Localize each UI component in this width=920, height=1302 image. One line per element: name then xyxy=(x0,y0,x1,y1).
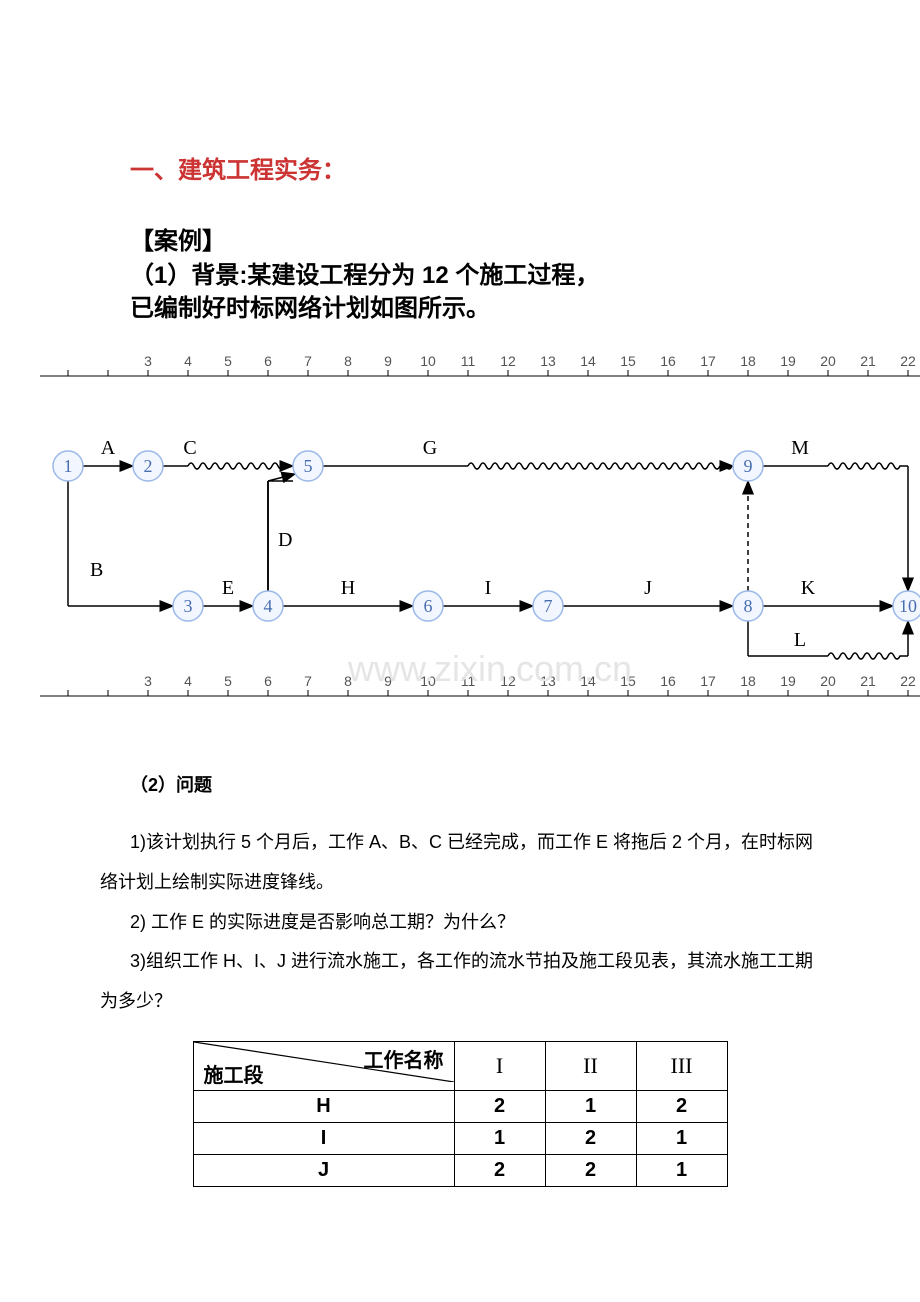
svg-text:G: G xyxy=(423,437,437,459)
svg-text:15: 15 xyxy=(620,353,636,369)
svg-text:L: L xyxy=(794,629,806,651)
table-row: J 2 2 1 xyxy=(193,1155,727,1187)
svg-text:21: 21 xyxy=(860,353,876,369)
svg-text:7: 7 xyxy=(304,673,312,689)
svg-text:K: K xyxy=(801,577,816,599)
flow-table: 施工段 工作名称 I II III H 2 1 2 I 1 2 1 J 2 2 … xyxy=(193,1041,728,1187)
cell: 2 xyxy=(454,1155,545,1187)
table-header-diag: 施工段 工作名称 xyxy=(193,1042,454,1091)
svg-text:3: 3 xyxy=(184,596,193,616)
svg-text:20: 20 xyxy=(820,673,836,689)
svg-text:18: 18 xyxy=(740,673,756,689)
row-name: J xyxy=(193,1155,454,1187)
svg-text:B: B xyxy=(90,559,103,581)
svg-text:M: M xyxy=(791,437,809,459)
svg-text:1: 1 xyxy=(64,456,73,476)
section-title: 一、建筑工程实务： xyxy=(130,150,880,185)
cell: 2 xyxy=(545,1155,636,1187)
svg-text:22: 22 xyxy=(900,673,916,689)
svg-text:9: 9 xyxy=(744,456,753,476)
svg-text:2: 2 xyxy=(144,456,153,476)
svg-text:21: 21 xyxy=(860,673,876,689)
row-name: I xyxy=(193,1123,454,1155)
svg-text:3: 3 xyxy=(144,353,152,369)
svg-text:17: 17 xyxy=(700,673,716,689)
svg-text:3: 3 xyxy=(144,673,152,689)
svg-text:6: 6 xyxy=(264,673,272,689)
questions-block: （2）问题 1)该计划执行 5 个月后，工作 A、B、C 已经完成，而工作 E … xyxy=(100,766,820,1022)
svg-text:5: 5 xyxy=(304,456,313,476)
svg-text:16: 16 xyxy=(660,353,676,369)
cell: 2 xyxy=(454,1091,545,1123)
svg-text:J: J xyxy=(644,577,652,599)
svg-text:4: 4 xyxy=(184,673,192,689)
table-row: H 2 1 2 xyxy=(193,1091,727,1123)
svg-text:13: 13 xyxy=(540,353,556,369)
table-col-3: III xyxy=(636,1042,727,1091)
svg-text:H: H xyxy=(341,577,355,599)
svg-text:8: 8 xyxy=(344,353,352,369)
cell: 2 xyxy=(545,1123,636,1155)
cell: 2 xyxy=(636,1091,727,1123)
table-row: I 1 2 1 xyxy=(193,1123,727,1155)
svg-text:17: 17 xyxy=(700,353,716,369)
background-line-2: 已编制好时标网络计划如图所示。 xyxy=(130,292,880,326)
svg-text:12: 12 xyxy=(500,353,516,369)
cell: 1 xyxy=(454,1123,545,1155)
svg-text:8: 8 xyxy=(744,596,753,616)
svg-text:18: 18 xyxy=(740,353,756,369)
table-header-right: 工作名称 xyxy=(364,1044,444,1073)
network-diagram: 3456789101112131415161718192021222334567… xyxy=(40,336,920,716)
svg-text:I: I xyxy=(485,577,492,599)
svg-text:6: 6 xyxy=(264,353,272,369)
question-1: 1)该计划执行 5 个月后，工作 A、B、C 已经完成，而工作 E 将拖后 2 … xyxy=(100,823,820,902)
cell: 1 xyxy=(636,1123,727,1155)
question-3: 3)组织工作 H、I、J 进行流水施工，各工作的流水节拍及施工段见表，其流水施工… xyxy=(100,942,820,1021)
svg-text:16: 16 xyxy=(660,673,676,689)
case-label: 【案例】 xyxy=(130,225,880,259)
questions-heading: （2）问题 xyxy=(130,766,820,806)
svg-text:20: 20 xyxy=(820,353,836,369)
cell: 1 xyxy=(636,1155,727,1187)
svg-text:10: 10 xyxy=(420,353,436,369)
svg-text:14: 14 xyxy=(580,353,596,369)
svg-text:6: 6 xyxy=(424,596,433,616)
svg-text:C: C xyxy=(183,437,196,459)
svg-text:E: E xyxy=(222,577,234,599)
table-col-1: I xyxy=(454,1042,545,1091)
svg-text:22: 22 xyxy=(900,353,916,369)
svg-text:4: 4 xyxy=(264,596,273,616)
svg-text:7: 7 xyxy=(544,596,553,616)
background-line-1: （1）背景:某建设工程分为 12 个施工过程， xyxy=(130,259,880,293)
case-header: 【案例】 （1）背景:某建设工程分为 12 个施工过程， 已编制好时标网络计划如… xyxy=(130,225,880,326)
svg-text:A: A xyxy=(101,437,116,459)
svg-text:19: 19 xyxy=(780,353,796,369)
svg-text:www.zixin.com.cn: www.zixin.com.cn xyxy=(347,648,632,689)
table-col-2: II xyxy=(545,1042,636,1091)
svg-text:7: 7 xyxy=(304,353,312,369)
svg-text:D: D xyxy=(278,529,292,551)
question-2: 2) 工作 E 的实际进度是否影响总工期？为什么？ xyxy=(100,903,820,943)
table-header-left: 施工段 xyxy=(204,1059,264,1088)
svg-text:5: 5 xyxy=(224,353,232,369)
svg-text:5: 5 xyxy=(224,673,232,689)
cell: 1 xyxy=(545,1091,636,1123)
svg-text:10: 10 xyxy=(899,596,917,616)
svg-text:9: 9 xyxy=(384,353,392,369)
row-name: H xyxy=(193,1091,454,1123)
svg-text:11: 11 xyxy=(461,353,476,369)
svg-text:4: 4 xyxy=(184,353,192,369)
svg-text:19: 19 xyxy=(780,673,796,689)
